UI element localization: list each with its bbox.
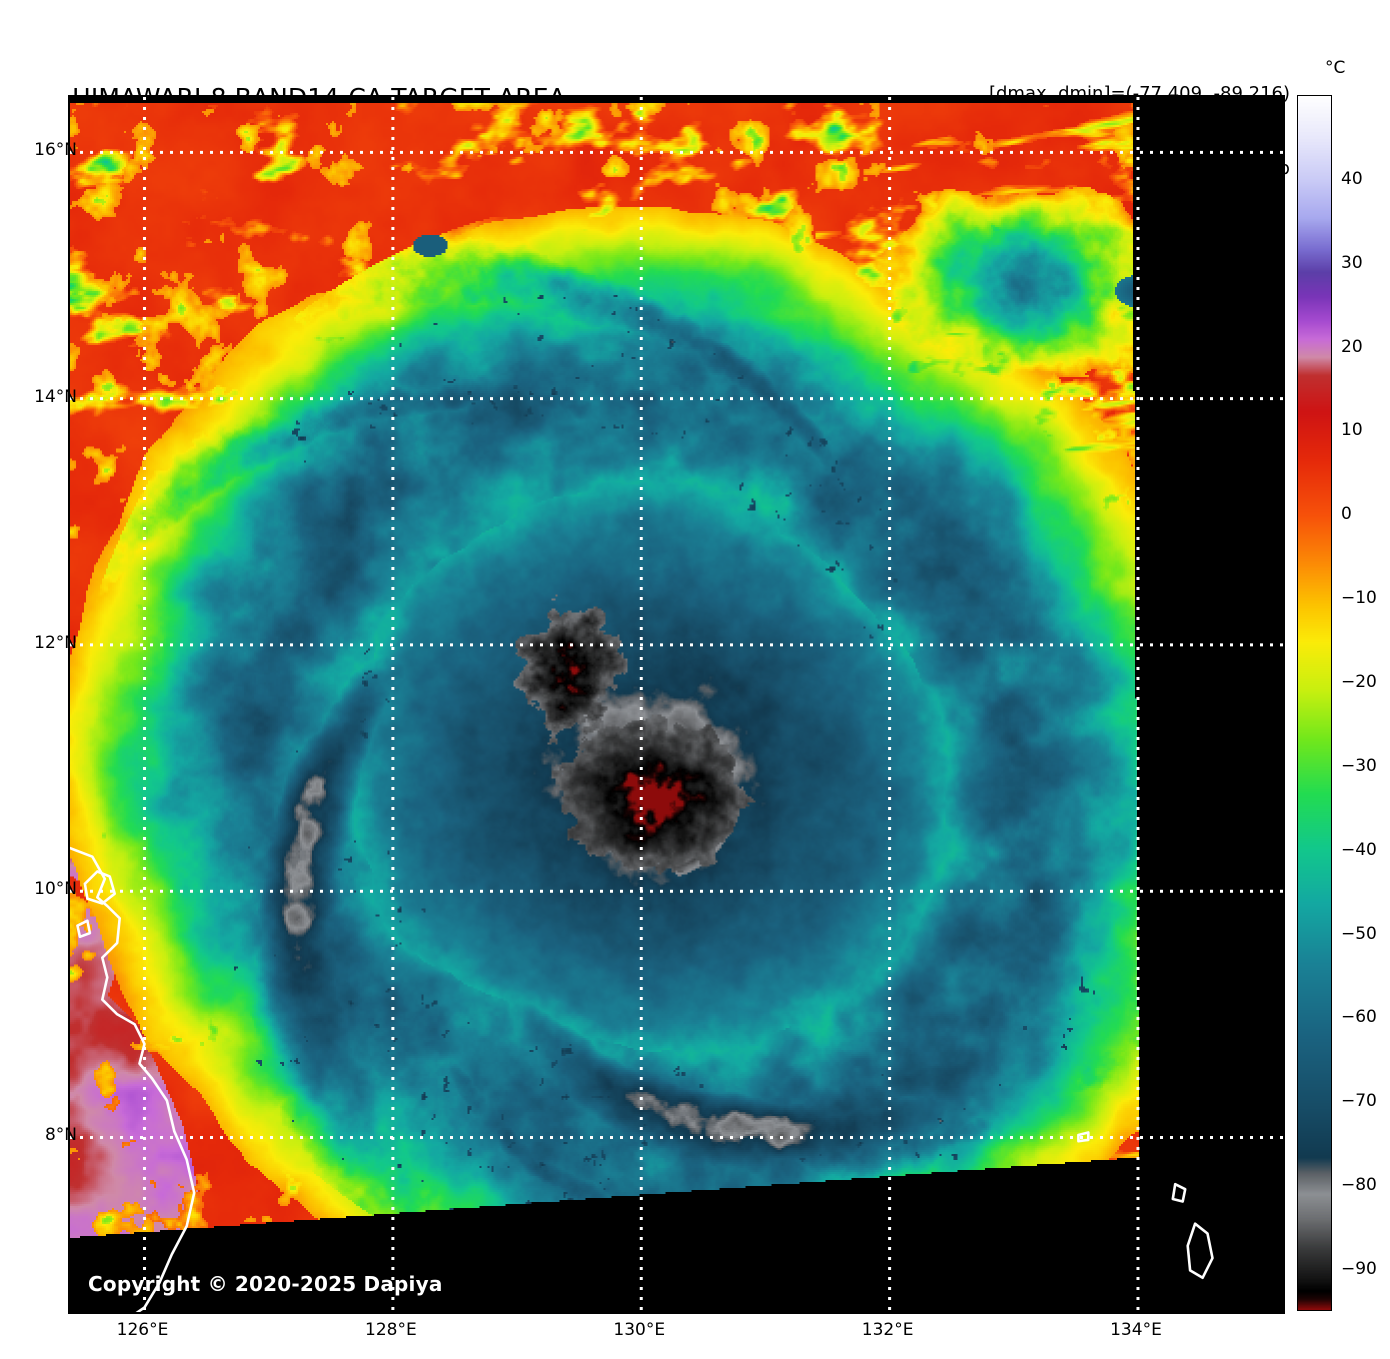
lat-tick-2: 12°N	[34, 632, 77, 653]
lat-tick-3: 10°N	[34, 879, 77, 900]
satellite-plot-area[interactable]: Copyright © 2020-2025 Dapiya	[68, 95, 1285, 1314]
colorbar-tick-9: −50	[1341, 923, 1377, 944]
colorbar-unit-label: °C	[1325, 58, 1346, 78]
colorbar-tick-5: −10	[1341, 588, 1377, 609]
infrared-brightness-temperature-heatmap	[70, 97, 1283, 1312]
colorbar-tick-12: −80	[1341, 1175, 1377, 1196]
temperature-colorbar[interactable]	[1297, 95, 1332, 1311]
colorbar-tick-2: 20	[1341, 336, 1363, 357]
lat-tick-1: 14°N	[34, 386, 77, 407]
colorbar-tick-4: 0	[1341, 504, 1352, 525]
colorbar-tick-6: −20	[1341, 672, 1377, 693]
lon-tick-2: 130°E	[613, 1320, 666, 1340]
colorbar-tick-7: −30	[1341, 755, 1377, 776]
lon-tick-1: 128°E	[365, 1320, 417, 1340]
colorbar-tick-10: −60	[1341, 1007, 1377, 1028]
lat-tick-4: 8°N	[44, 1125, 77, 1146]
colorbar-tick-8: −40	[1341, 839, 1377, 860]
colorbar-tick-11: −70	[1341, 1091, 1377, 1112]
lat-tick-0: 16°N	[34, 140, 77, 161]
colorbar-tick-13: −90	[1341, 1259, 1377, 1280]
colorbar-tick-0: 40	[1341, 168, 1363, 189]
copyright-notice: Copyright © 2020-2025 Dapiya	[88, 1272, 443, 1296]
lon-tick-3: 132°E	[861, 1320, 914, 1340]
colorbar-gradient	[1298, 96, 1331, 1310]
colorbar-tick-1: 30	[1341, 252, 1363, 273]
lon-tick-0: 126°E	[116, 1320, 169, 1340]
colorbar-tick-3: 10	[1341, 420, 1363, 441]
lon-tick-4: 134°E	[1110, 1320, 1162, 1340]
